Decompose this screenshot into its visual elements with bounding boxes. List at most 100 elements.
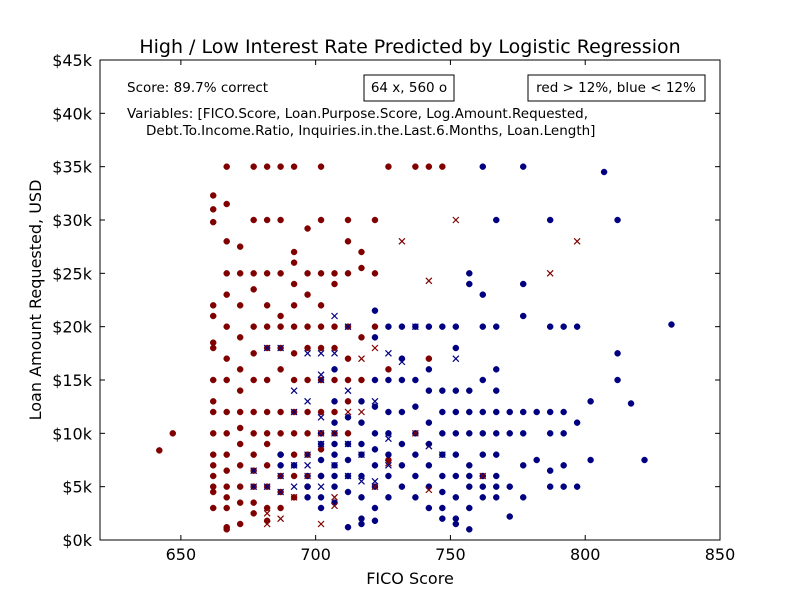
scatter-point-circle (479, 408, 487, 416)
scatter-point-circle (452, 344, 460, 352)
scatter-point-circle (290, 302, 298, 309)
scatter-point-circle (223, 483, 230, 490)
scatter-point-circle (223, 355, 230, 362)
scatter-point-circle (277, 312, 284, 320)
scatter-point-x (371, 397, 379, 405)
scatter-point-circle (209, 451, 217, 458)
scatter-point-circle (587, 398, 594, 405)
scatter-point-circle (398, 355, 406, 362)
scatter-point-circle (371, 376, 379, 384)
scatter-point-circle (358, 419, 365, 426)
chart-title: High / Low Interest Rate Predicted by Lo… (139, 36, 680, 58)
scatter-point-circle (425, 440, 433, 448)
scatter-point-circle (398, 408, 406, 416)
scatter-point-circle (304, 430, 311, 437)
scatter-point-circle (533, 456, 540, 464)
scatter-point-circle (331, 499, 338, 506)
scatter-point-circle (452, 323, 460, 330)
scatter-point-circle (209, 398, 217, 405)
scatter-point-circle (466, 270, 473, 277)
scatter-point-circle (290, 430, 298, 437)
scatter-point-circle (290, 451, 298, 458)
scatter-point-circle (317, 216, 325, 224)
x-tick-label: 850 (705, 545, 736, 564)
scatter-point-circle (358, 248, 365, 256)
scatter-point-x (277, 515, 285, 523)
scatter-point-circle (371, 430, 379, 437)
scatter-point-circle (344, 523, 352, 531)
scatter-point-circle (614, 350, 621, 357)
scatter-point-x (304, 461, 311, 469)
scatter-point-circle (317, 408, 325, 416)
scatter-point-circle (425, 504, 433, 512)
scatter-point-circle (331, 398, 338, 405)
scatter-point-circle (439, 488, 446, 496)
scatter-point-circle (493, 216, 500, 224)
scatter-point-circle (493, 451, 500, 458)
scatter-point-circle (250, 510, 257, 517)
scatter-point-circle (236, 334, 244, 341)
scatter-point-x (546, 269, 554, 277)
scatter-point-circle (304, 376, 311, 384)
scatter-point-circle (452, 451, 460, 458)
scatter-point-circle (412, 472, 419, 480)
scatter-point-x (317, 349, 325, 357)
scatter-point-circle (412, 163, 419, 170)
scatter-point-circle (223, 200, 230, 208)
scatter-point-circle (209, 312, 217, 320)
scatter-point-circle (331, 440, 338, 448)
scatter-point-circle (223, 451, 230, 458)
scatter-point-circle (263, 504, 271, 512)
scatter-point-x (385, 461, 392, 469)
scatter-point-circle (263, 430, 271, 437)
scatter-point-x (290, 387, 298, 395)
scatter-point-circle (560, 430, 567, 437)
scatter-point-circle (236, 243, 244, 250)
scatter-point-circle (304, 344, 311, 352)
scatter-point-circle (573, 483, 581, 490)
y-tick-label: $35k (52, 158, 93, 177)
scatter-point-circle (344, 270, 352, 277)
scatter-point-circle (506, 513, 513, 520)
scatter-point-circle (209, 344, 217, 352)
scatter-point-circle (479, 451, 487, 458)
scatter-point-circle (250, 270, 257, 277)
scatter-point-circle (385, 472, 392, 480)
scatter-point-circle (223, 163, 230, 170)
scatter-point-circle (358, 264, 365, 272)
counts-box (363, 74, 455, 102)
scatter-point-circle (277, 451, 284, 458)
scatter-point-x (411, 323, 419, 331)
scatter-point-x (263, 483, 271, 491)
scatter-point-circle (519, 494, 527, 501)
scatter-point-circle (331, 408, 338, 416)
scatter-point-circle (223, 323, 230, 330)
scatter-point-circle (546, 483, 554, 490)
scatter-point-circle (425, 366, 433, 373)
scatter-point-circle (277, 462, 284, 469)
scatter-point-circle (277, 408, 284, 416)
plot-area (99, 59, 721, 541)
scatter-point-circle (371, 403, 379, 410)
scatter-point-circle (209, 430, 217, 437)
scatter-point-x (317, 371, 325, 379)
scatter-point-x (277, 488, 285, 496)
scatter-point-circle (317, 344, 325, 352)
scatter-point-x (358, 355, 365, 363)
scatter-point-x (411, 429, 419, 437)
scatter-point-circle (479, 163, 487, 170)
scatter-point-circle (223, 467, 230, 474)
scatter-point-circle (668, 321, 675, 328)
scatter-point-circle (263, 408, 271, 416)
scatter-point-circle (304, 225, 311, 232)
scatter-point-circle (452, 430, 460, 437)
scatter-point-circle (317, 270, 325, 277)
scatter-point-circle (385, 376, 392, 384)
scatter-point-x (358, 477, 365, 485)
scatter-point-circle (358, 440, 365, 448)
scatter-point-circle (371, 334, 379, 341)
scatter-point-circle (331, 419, 338, 426)
scatter-point-x (479, 472, 487, 480)
scatter-point-circle (506, 408, 513, 416)
scatter-point-x (317, 429, 325, 437)
